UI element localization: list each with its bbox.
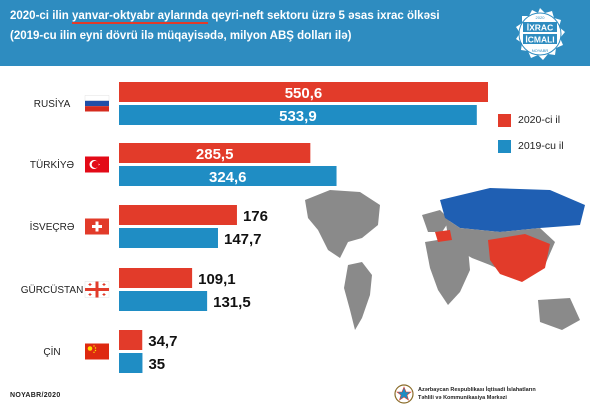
world-map-icon — [305, 188, 585, 330]
country-label: ÇİN — [43, 345, 60, 358]
header-banner: 2020-ci ilin yanvar-oktyabr aylarında qe… — [0, 0, 590, 66]
bar-value-label: 176 — [243, 208, 268, 225]
legend-item-2020: 2020-ci il — [498, 112, 588, 138]
bar-value-label: 109,1 — [198, 271, 236, 288]
bar-2019 — [119, 228, 218, 248]
turkey-flag-icon — [85, 156, 109, 173]
legend-label-2020: 2020-ci il — [518, 114, 561, 126]
china-flag-icon — [85, 343, 109, 360]
legend-swatch-2019 — [498, 140, 511, 153]
state-emblem-icon — [394, 384, 414, 404]
badge-line2: İCMALI — [525, 35, 554, 45]
country-label: GÜRCÜSTAN — [21, 284, 84, 296]
bar-2020 — [119, 268, 193, 288]
bar-2019 — [119, 166, 337, 186]
legend-label-2019: 2019-cu il — [518, 140, 564, 152]
bar-2019 — [119, 291, 208, 311]
bar-value-label: 550,6 — [285, 85, 323, 102]
organization-credit: Azərbaycan Respublikası İqtisadi İslahat… — [394, 382, 574, 408]
bar-value-label: 131,5 — [213, 294, 251, 311]
russia-flag-icon — [84, 95, 110, 112]
legend-swatch-2020 — [498, 114, 511, 127]
bar-2020 — [119, 330, 143, 350]
bar-value-label: 35 — [148, 356, 165, 373]
org-line2: Təhlili və Kommunikasiya Mərkəzi — [418, 395, 507, 401]
bar-value-label: 533,9 — [279, 108, 317, 125]
country-label: RUSİYA — [34, 97, 71, 110]
bar-2019 — [119, 105, 477, 125]
country-label: TÜRKİYƏ — [30, 158, 75, 171]
title-highlight: yanvar-oktyabr aylarında — [72, 10, 209, 24]
chart-subtitle: (2019-cu ilin eyni dövrü ilə müqayisədə,… — [10, 30, 352, 42]
switzerland-flag-icon — [85, 218, 109, 235]
legend-item-2019: 2019-cu il — [498, 138, 588, 164]
bar-2019 — [119, 353, 143, 373]
bar-value-label: 285,5 — [196, 146, 234, 163]
badge-year: 2020 — [536, 15, 546, 20]
export-review-badge-icon: 2020 İXRAC İCMALI NOYABR — [516, 8, 565, 60]
org-line1: Azərbaycan Respublikası İqtisadi İslahat… — [418, 387, 536, 393]
bar-2020 — [119, 82, 488, 102]
badge-line1: İXRAC — [527, 23, 553, 33]
georgia-flag-icon — [84, 281, 110, 298]
bar-value-label: 147,7 — [224, 231, 262, 248]
bar-2020 — [119, 205, 237, 225]
legend: 2020-ci il 2019-cu il — [498, 112, 588, 164]
bar-value-label: 34,7 — [148, 333, 177, 350]
country-label: İSVEÇRƏ — [30, 220, 75, 233]
bar-value-label: 324,6 — [209, 169, 247, 186]
footer-date: NOYABR/2020 — [10, 392, 61, 399]
badge-month: NOYABR — [532, 48, 549, 53]
bar-2020 — [119, 143, 311, 163]
chart-title: 2020-ci ilin yanvar-oktyabr aylarında qe… — [10, 10, 440, 24]
